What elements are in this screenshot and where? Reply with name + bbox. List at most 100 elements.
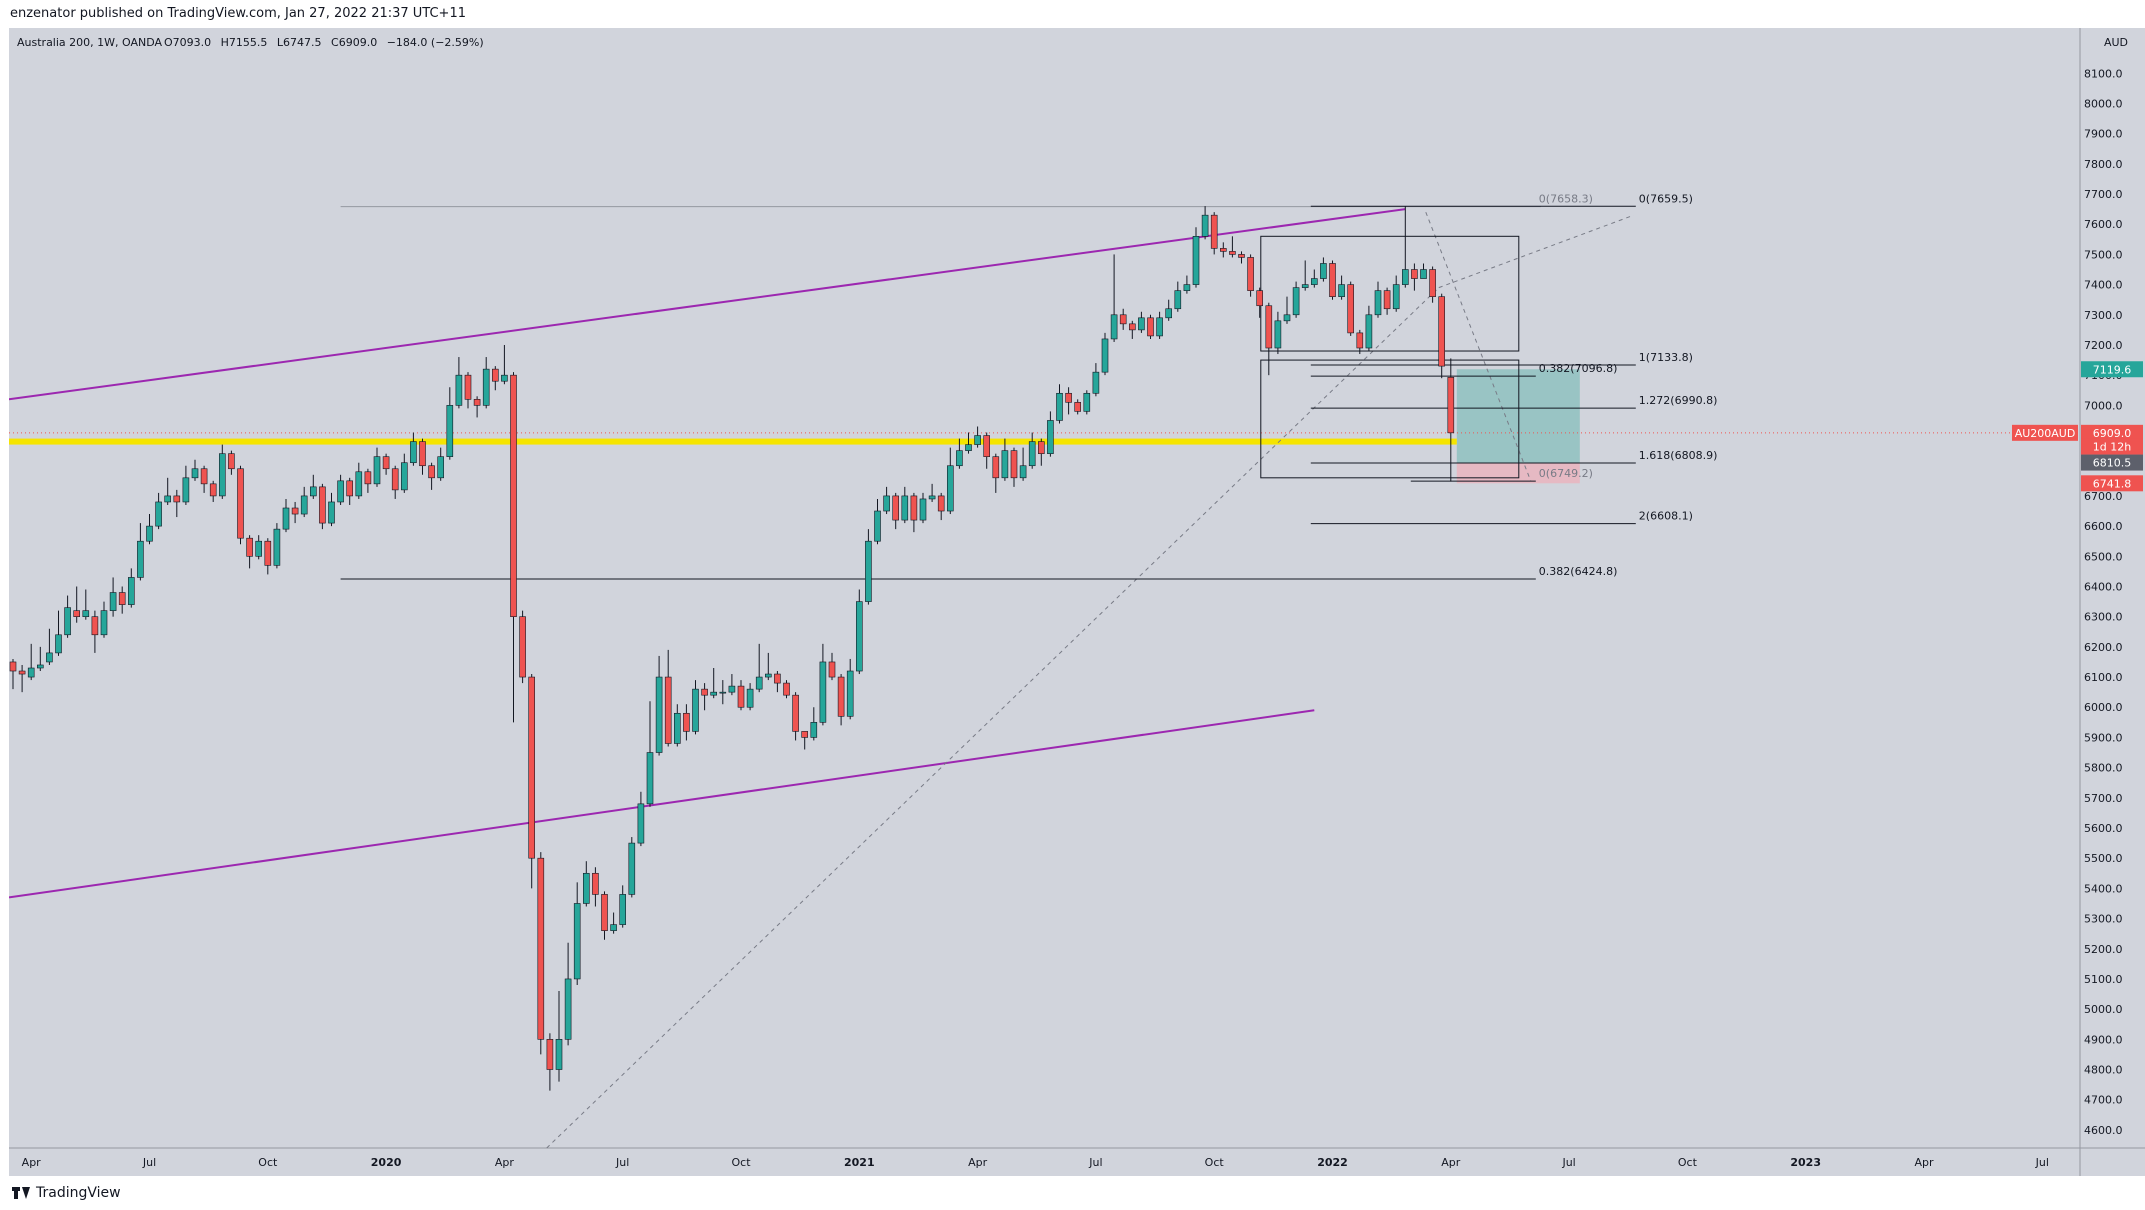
price-tick-label: 6500.0 <box>2084 550 2123 563</box>
publisher-header: enzenator published on TradingView.com, … <box>0 0 2145 28</box>
candle-body <box>373 456 381 485</box>
price-tick-label: 6200.0 <box>2084 641 2123 654</box>
time-tick-label: Oct <box>1678 1156 1698 1169</box>
candle-body <box>428 465 435 479</box>
candle-body <box>1138 317 1145 331</box>
drawing-lines <box>8 205 2080 1149</box>
time-tick-label: 2022 <box>1317 1156 1348 1169</box>
candle-body <box>1101 338 1109 373</box>
candle-body <box>728 685 736 693</box>
candle-body <box>737 685 745 708</box>
price-tick-label: 4600.0 <box>2084 1124 2123 1137</box>
candle-body <box>937 495 945 512</box>
channel-line-2 <box>8 709 1315 899</box>
price-axis[interactable]: 8100.0 8000.0 7900.0 7800.0 7700.0 7600.0 7500… <box>2012 67 2143 1137</box>
currency-label: AUD <box>2104 36 2128 49</box>
candle-body <box>473 399 481 406</box>
price-tag-label: 6909.0 <box>2093 427 2132 440</box>
price-tag-box <box>2081 438 2143 455</box>
candle-body <box>664 676 672 744</box>
price-tick-label: 5100.0 <box>2084 973 2123 986</box>
candle-body <box>582 872 590 904</box>
price-tick-label: 7800.0 <box>2084 158 2123 171</box>
candle-body <box>846 670 854 717</box>
candle-body <box>400 462 408 491</box>
candle-body <box>73 610 80 617</box>
time-tick-label: 2021 <box>844 1156 875 1169</box>
symbol-tag-label: AU200AUD <box>2015 427 2076 440</box>
candle-body <box>346 480 354 497</box>
candle-body <box>573 903 581 980</box>
price-tick-label: 7000.0 <box>2084 399 2123 412</box>
candle-body <box>491 368 499 382</box>
candle-body <box>100 610 108 636</box>
candle-body <box>264 540 272 566</box>
candle-body <box>482 368 490 406</box>
time-tick-label: Apr <box>968 1156 988 1169</box>
price-tick-label: 4700.0 <box>2084 1094 2123 1107</box>
price-tick-label: 6000.0 <box>2084 701 2123 714</box>
time-tick-label: Oct <box>1205 1156 1225 1169</box>
dashed-extension-line <box>1438 214 1634 289</box>
price-chart[interactable]: 0(7658.3) 0(7659.5) 1(7133.8) 0.382(7096.8)… <box>8 28 2145 1176</box>
price-tick-label: 7500.0 <box>2084 248 2123 261</box>
fib-label: 0.382(7096.8) <box>1539 362 1618 375</box>
candle-body <box>746 688 754 708</box>
price-tick-label: 7900.0 <box>2084 128 2123 141</box>
price-tag-box <box>2081 361 2143 378</box>
candle-body <box>1365 314 1373 349</box>
candle-body <box>1265 305 1273 349</box>
candle-body <box>128 577 135 605</box>
candle-body <box>910 495 918 521</box>
candle-body <box>255 540 262 557</box>
tradingview-logo[interactable]: TradingView <box>12 1185 121 1201</box>
candle-body <box>1056 392 1063 421</box>
time-axis[interactable]: Apr Jul Oct 2020 Apr Jul Oct 2021 Apr Jul Oct 2022 A… <box>22 1156 2145 1169</box>
fib-label: 2(6608.1) <box>1639 510 1693 523</box>
price-axis-background[interactable] <box>2080 28 2145 1176</box>
candle-body <box>146 525 153 542</box>
candle-body <box>519 616 526 678</box>
support-line <box>9 438 1457 445</box>
candle-body <box>719 691 727 694</box>
symbol-title: Australia 200, 1W, OANDA <box>17 36 163 49</box>
candle-body <box>118 592 126 605</box>
tradingview-brand: TradingView <box>36 1185 121 1201</box>
candle-body <box>819 661 827 723</box>
publisher-text: enzenator published on TradingView.com, … <box>10 6 466 21</box>
price-tick-label: 8000.0 <box>2084 97 2123 110</box>
candle-body <box>1438 296 1445 367</box>
candle-body <box>1402 269 1409 285</box>
candle-body <box>1028 441 1036 467</box>
candle-body <box>1247 257 1254 291</box>
candle-body <box>828 661 836 678</box>
candle-body <box>46 652 53 663</box>
price-tick-label: 5500.0 <box>2084 852 2123 865</box>
candle-body <box>209 483 217 497</box>
candle-body <box>637 803 645 844</box>
candle-body <box>219 453 226 497</box>
candle-body <box>164 495 171 503</box>
candle-body <box>1256 290 1263 307</box>
candle-body <box>883 495 890 512</box>
candle-body <box>783 682 790 696</box>
candle-body <box>1047 420 1054 454</box>
candle-body <box>300 495 308 515</box>
candle-body <box>364 471 372 485</box>
candle-body <box>91 616 99 636</box>
ohlc-change: −184.0 (−2.59%) <box>387 36 484 49</box>
chart-svg[interactable]: 0(7658.3) 0(7659.5) 1(7133.8) 0.382(7096.8)… <box>8 28 2145 1176</box>
candle-body <box>655 676 663 753</box>
price-tick-label: 6300.0 <box>2084 611 2123 624</box>
price-tick-label: 7700.0 <box>2084 188 2123 201</box>
candle-body <box>1174 290 1182 310</box>
candle-body <box>109 592 117 611</box>
candle-body <box>1065 392 1072 403</box>
tradingview-logo-icon <box>12 1187 30 1199</box>
candle-body <box>1092 371 1100 394</box>
candle-body <box>1019 465 1027 479</box>
candle-body <box>1129 323 1136 331</box>
candle-body <box>1374 290 1382 316</box>
candle-body <box>1038 441 1045 454</box>
candle-body <box>692 688 699 732</box>
